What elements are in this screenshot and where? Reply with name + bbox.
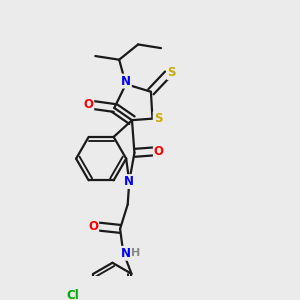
- Text: Cl: Cl: [66, 289, 79, 300]
- Text: N: N: [121, 75, 131, 88]
- Text: O: O: [154, 145, 164, 158]
- Text: O: O: [88, 220, 98, 233]
- Text: N: N: [124, 175, 134, 188]
- Text: S: S: [154, 112, 162, 125]
- Text: H: H: [131, 248, 141, 258]
- Text: O: O: [83, 98, 93, 111]
- Text: S: S: [167, 66, 176, 79]
- Text: N: N: [121, 247, 131, 260]
